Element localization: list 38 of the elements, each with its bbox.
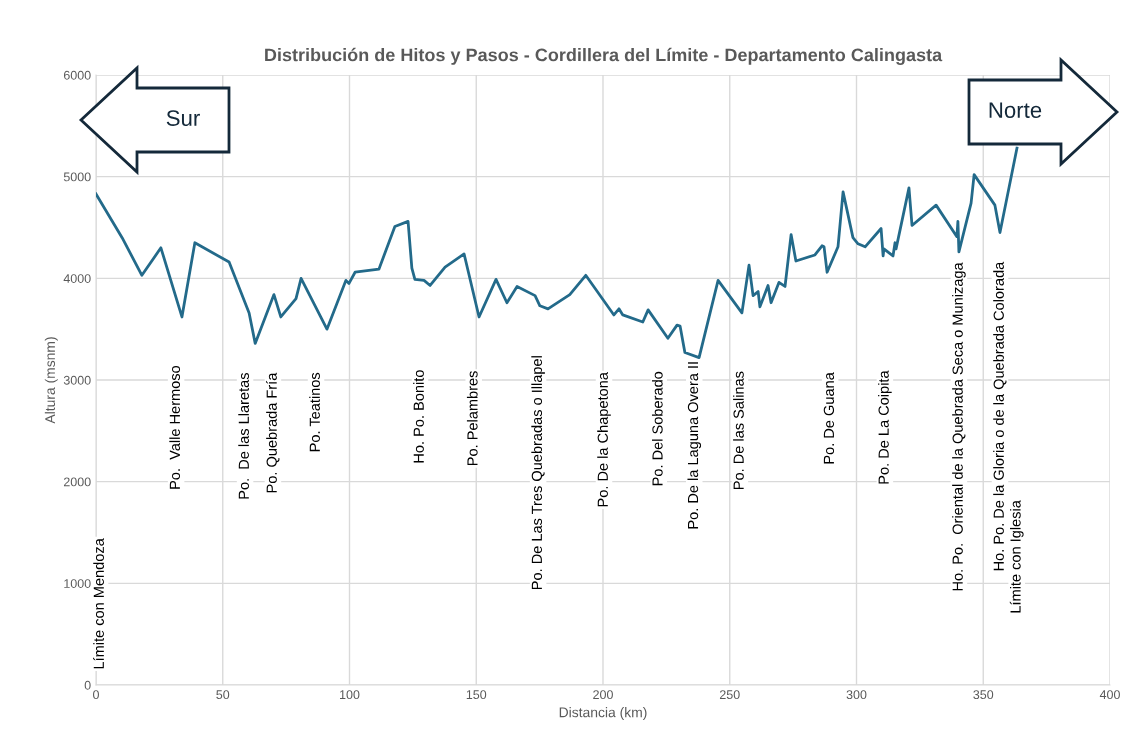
x-tick-label: 150 bbox=[466, 690, 487, 700]
chart-title: Distribución de Hitos y Pasos - Cordillera del Límite - Departamento Calingasta bbox=[265, 47, 943, 65]
annotation: Ho. Po. Bonito bbox=[413, 370, 424, 463]
annotation: Po. De las Salinas bbox=[733, 371, 744, 490]
annotation: Po. De Las Tres Quebradas o Illapel bbox=[531, 356, 545, 590]
annotation: Po. Valle Hermoso bbox=[169, 365, 181, 489]
x-axis-title: Distancia (km) bbox=[559, 707, 647, 721]
x-tick-label: 200 bbox=[593, 690, 613, 700]
y-tick-label: 2000 bbox=[63, 477, 91, 487]
y-axis-title: Altura (msnm) bbox=[44, 337, 58, 424]
annotation: Límite con Iglesia bbox=[1009, 500, 1024, 613]
x-tick-label: 300 bbox=[846, 690, 867, 700]
annotation: Po. Pelambres bbox=[466, 371, 478, 466]
annotation: Po. Quebrada Fría bbox=[265, 372, 280, 493]
annotation: Ho. Po. De la Gloria o de la Quebrada Colorada bbox=[993, 261, 1007, 571]
annotation: Po. De Guana bbox=[823, 372, 835, 464]
annotation: Ho. Po. Oriental de la Quebrada Seca o Munizaga bbox=[952, 262, 966, 591]
x-tick-label: 50 bbox=[216, 690, 230, 700]
annotation: Po. De la Laguna Overa II bbox=[687, 362, 702, 529]
x-tick-label: 0 bbox=[93, 690, 99, 700]
y-tick-label: 5000 bbox=[63, 172, 91, 182]
y-tick-label: 6000 bbox=[63, 70, 91, 80]
x-tick-label: 250 bbox=[719, 690, 740, 700]
annotation: Po. De la Chapetona bbox=[597, 372, 611, 507]
y-tick-label: 1000 bbox=[64, 579, 91, 588]
y-tick-label: 0 bbox=[84, 680, 91, 690]
annotation: Po. De las Llaretas bbox=[238, 373, 249, 499]
annotation: Po. Del Soberado bbox=[651, 371, 663, 486]
annotation: Po. Teatinos bbox=[309, 372, 320, 452]
annotation: Norte bbox=[989, 102, 1042, 118]
y-tick-label: 4000 bbox=[63, 274, 91, 283]
annotation: Sur bbox=[166, 110, 200, 126]
x-tick-label: 100 bbox=[340, 690, 360, 700]
annotation: Límite con Mendoza bbox=[93, 538, 104, 669]
x-tick-label: 400 bbox=[1099, 690, 1120, 700]
annotation: Po. De La Coipita bbox=[878, 370, 892, 484]
y-tick-label: 3000 bbox=[63, 375, 91, 385]
x-tick-label: 350 bbox=[973, 690, 994, 700]
